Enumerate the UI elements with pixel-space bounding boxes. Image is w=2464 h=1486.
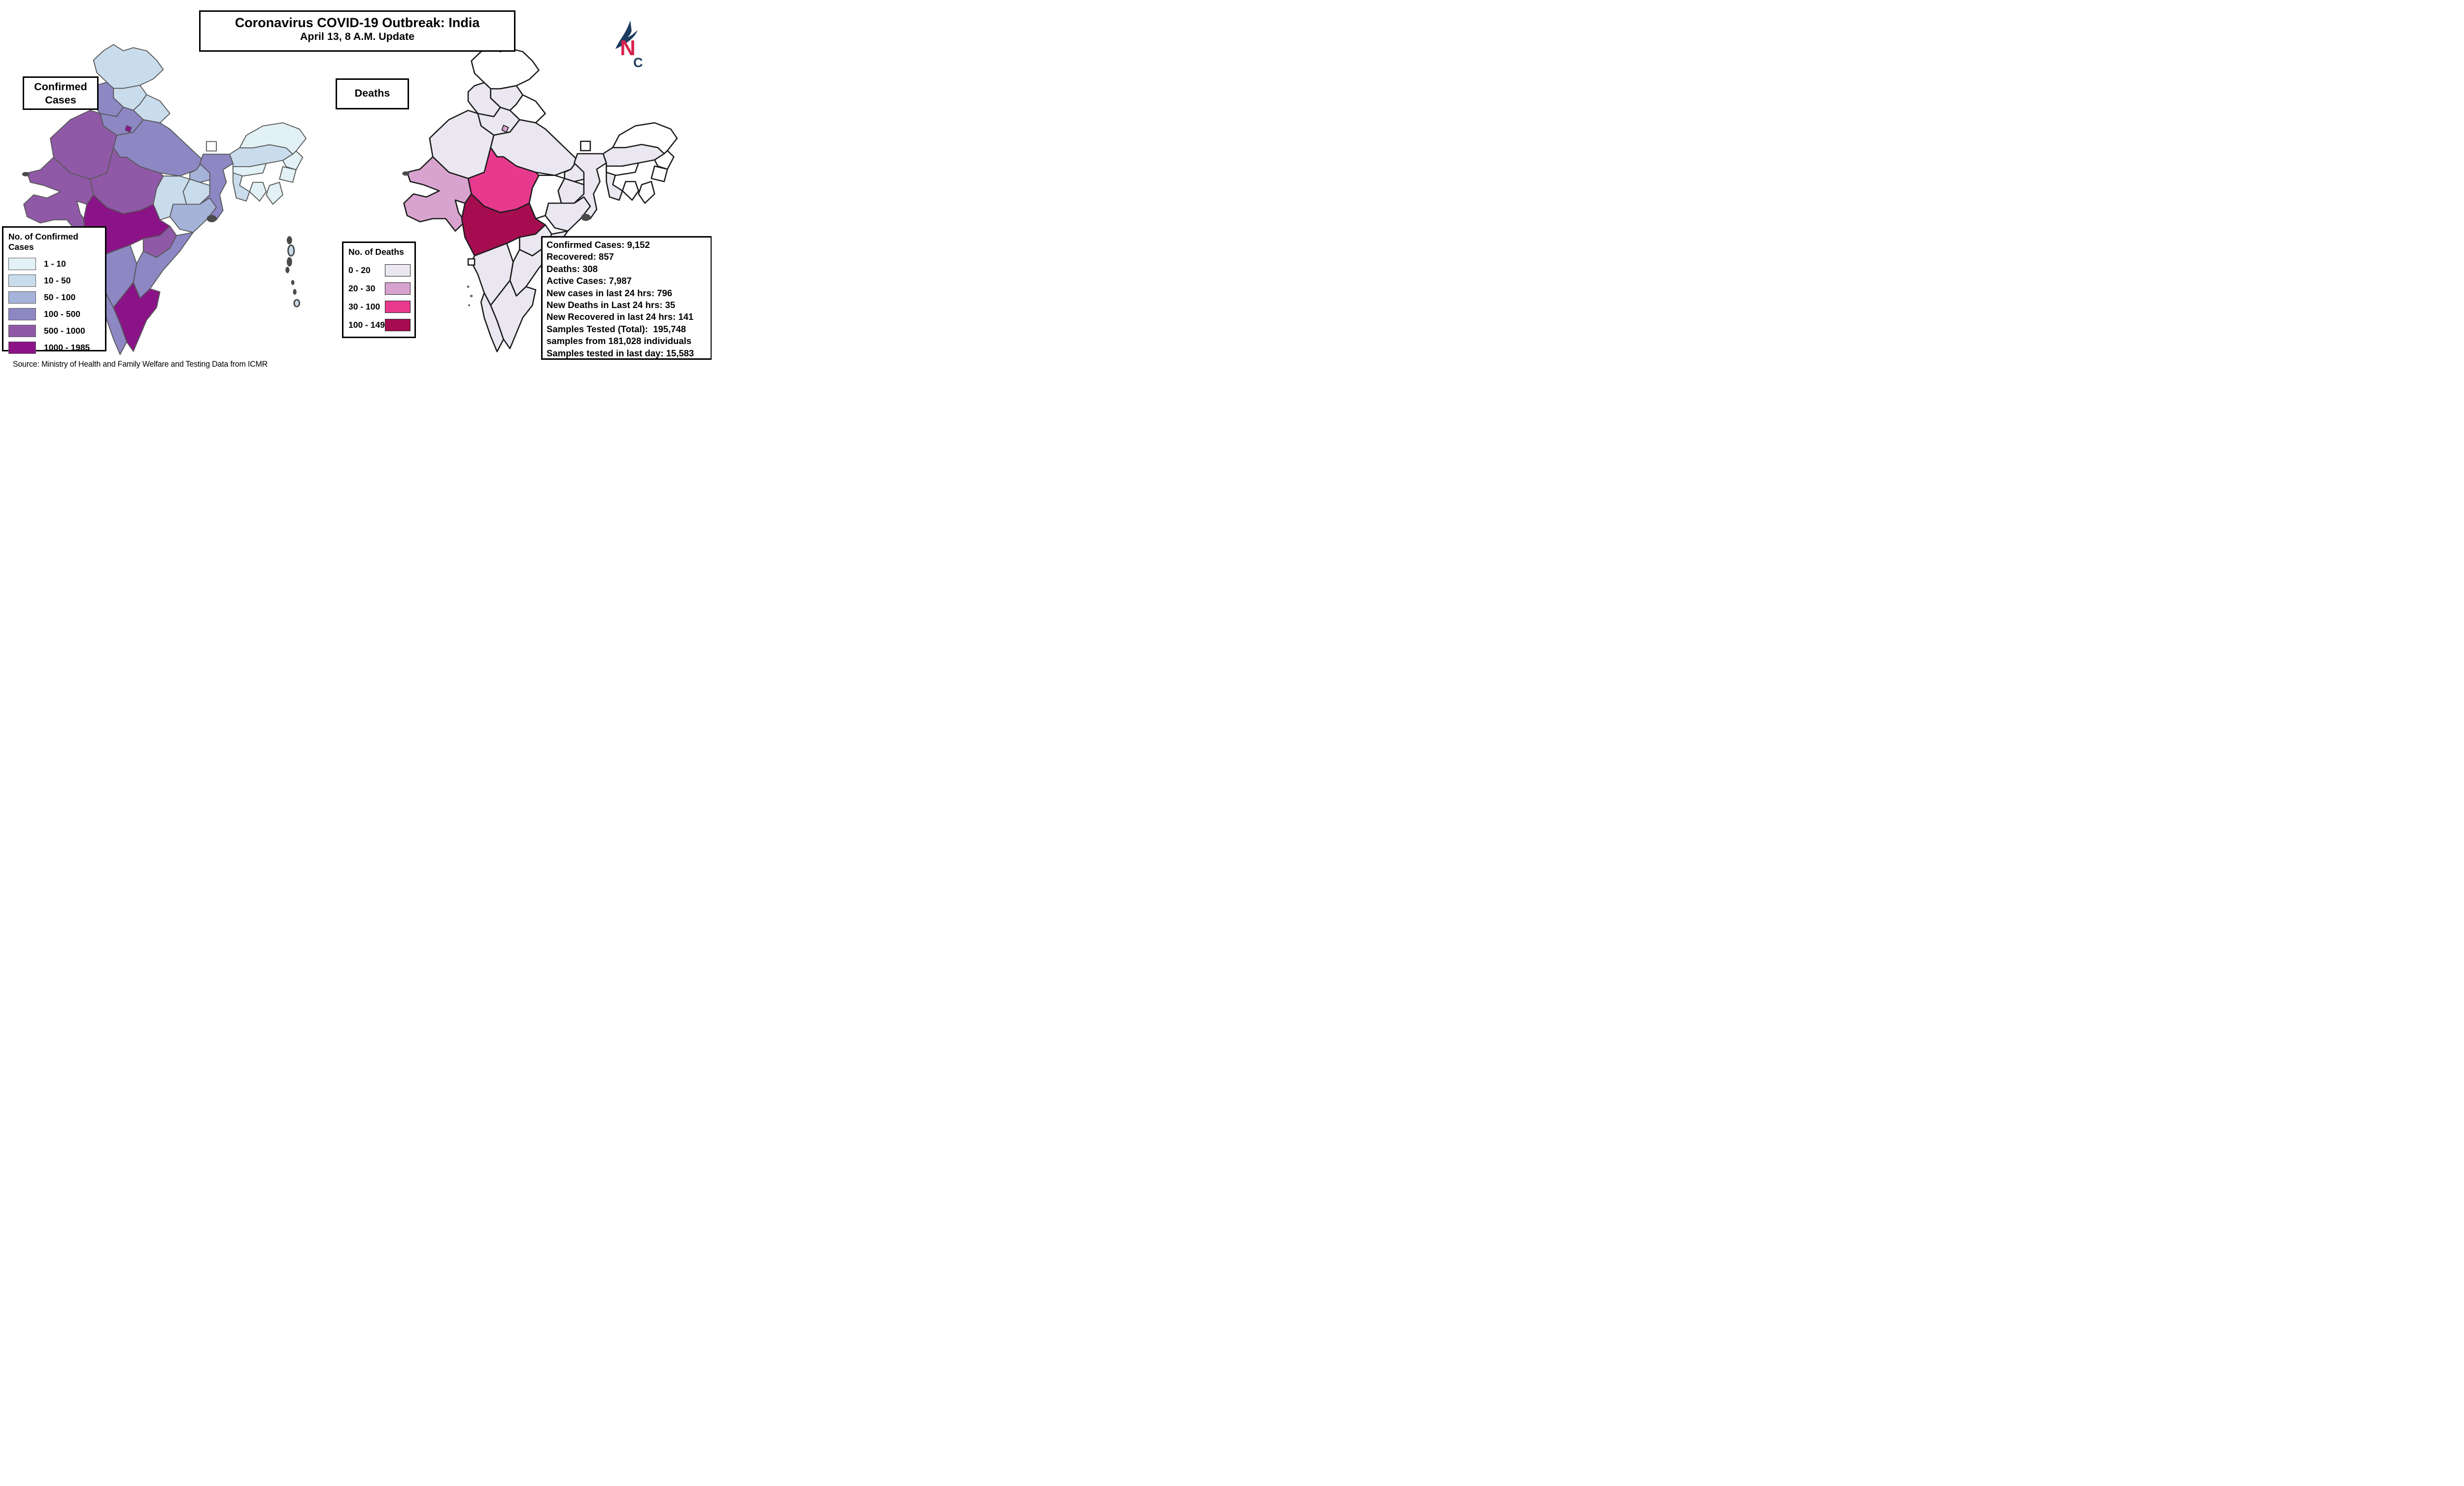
deaths-legend-title: No. of Deaths — [348, 247, 404, 257]
state-sikkim — [205, 141, 217, 152]
page-title: Coronavirus COVID-19 Outbreak: India — [235, 15, 480, 30]
sundarbans-blob — [581, 213, 591, 221]
stat-line: Samples tested in last day: 15,583 — [547, 347, 694, 358]
legend-swatch — [8, 324, 36, 337]
legend-label: 50 - 100 — [44, 292, 76, 302]
stat-line: Recovered: 857 — [547, 251, 614, 262]
legend-swatch — [8, 291, 36, 304]
legend-item: 100 - 500 — [8, 306, 105, 322]
state-meghalaya — [232, 163, 267, 177]
deaths-map — [402, 45, 678, 352]
legend-swatch — [385, 282, 411, 295]
andaman-island — [286, 257, 292, 267]
stat-line: New Recovered in last 24 hrs: 141 — [547, 311, 694, 322]
legend-label: 30 - 100 — [348, 302, 380, 311]
legend-label: 100 - 500 — [44, 309, 80, 319]
state-tripura — [621, 181, 639, 201]
north-arrow-logo: N C — [613, 18, 652, 76]
page-subtitle: April 13, 8 A.M. Update — [300, 31, 415, 42]
legend-item: 50 - 100 — [8, 289, 105, 306]
deaths-legend: No. of Deaths 0 - 20 20 - 30 30 - 100 100 -… — [342, 242, 416, 338]
andaman-island — [285, 267, 290, 274]
nicobar-island — [291, 280, 295, 285]
stat-line: Deaths: 308 — [547, 263, 598, 274]
legend-swatch — [385, 319, 411, 331]
logo-letter-n: N — [620, 36, 636, 60]
summary-stats-box: Confirmed Cases: 9,152 Recovered: 857 Deat… — [541, 236, 712, 360]
state-arunachal — [612, 122, 678, 155]
confirmed-map-label-line1: Confirmed — [34, 81, 87, 93]
nicobar-island — [293, 289, 297, 295]
kutch-blob — [402, 171, 410, 176]
legend-item: 10 - 50 — [8, 272, 105, 289]
state-jk — [93, 44, 164, 89]
legend-swatch — [8, 257, 36, 270]
andaman-island — [287, 244, 295, 257]
legend-label: 0 - 20 — [348, 265, 371, 275]
legend-label: 500 - 1000 — [44, 325, 85, 336]
lakshadweep-island — [468, 304, 471, 307]
lakshadweep-island — [470, 294, 473, 298]
sundarbans-blob — [206, 215, 217, 222]
state-tamilnadu — [113, 282, 161, 352]
state-arunachal — [239, 122, 307, 155]
stat-line: New cases in last 24 hrs: 796 — [547, 287, 673, 298]
state-mizoram — [638, 181, 655, 204]
legend-item: 1 - 10 — [8, 255, 105, 272]
kutch-blob — [22, 172, 30, 176]
legend-label: 1000 - 1985 — [44, 342, 90, 352]
state-goa — [467, 258, 476, 266]
legend-item: 30 - 100 — [348, 298, 411, 316]
lakshadweep-island — [467, 285, 470, 288]
state-odisha — [169, 197, 217, 233]
state-odisha — [545, 196, 591, 232]
legend-swatch — [385, 264, 411, 276]
title-box: Coronavirus COVID-19 Outbreak: India Apr… — [199, 10, 515, 52]
state-manipur — [650, 165, 668, 182]
state-tamilnadu — [490, 279, 537, 349]
confirmed-cases-map — [22, 44, 307, 355]
stat-line: Samples Tested (Total): 195,748 samples … — [547, 323, 692, 346]
legend-swatch — [8, 308, 36, 320]
state-tripura — [249, 181, 267, 202]
confirmed-legend-title: No. of Confirmed Cases — [8, 232, 78, 252]
stat-line: Active Cases: 7,987 — [547, 276, 632, 286]
legend-swatch — [8, 341, 36, 354]
legend-item: 20 - 30 — [348, 279, 411, 298]
legend-label: 20 - 30 — [348, 283, 376, 293]
legend-label: 10 - 50 — [44, 275, 71, 285]
legend-item: 1000 - 1985 — [8, 339, 105, 356]
legend-label: 1 - 10 — [44, 258, 66, 269]
nicobar-island — [293, 299, 301, 308]
state-mizoram — [266, 181, 283, 205]
state-meghalaya — [606, 162, 639, 176]
deaths-map-label: Deaths — [336, 78, 409, 109]
stat-line: New Deaths in Last 24 hrs: 35 — [547, 300, 676, 311]
andaman-island — [286, 236, 292, 244]
confirmed-cases-legend: No. of Confirmed Cases 1 - 10 10 - 50 50 -… — [2, 226, 106, 354]
logo-letter-c: C — [633, 55, 643, 70]
state-jk — [471, 45, 540, 90]
confirmed-map-label: Confirmed Cases — [23, 76, 99, 110]
infographic-canvas: Coronavirus COVID-19 Outbreak: India Apr… — [0, 0, 712, 372]
north-arrow-icon — [615, 20, 638, 49]
legend-item: 0 - 20 — [348, 261, 411, 279]
confirmed-map-label-line2: Cases — [45, 94, 76, 106]
legend-swatch — [8, 274, 36, 287]
stat-line: Confirmed Cases: 9,152 — [547, 240, 650, 250]
state-sikkim — [580, 140, 591, 151]
state-manipur — [279, 166, 297, 183]
source-attribution: Source: Ministry of Health and Family We… — [13, 359, 268, 369]
deaths-map-label-text: Deaths — [354, 87, 390, 99]
legend-label: 100 - 149 — [348, 320, 385, 330]
legend-swatch — [385, 301, 411, 313]
legend-item: 500 - 1000 — [8, 322, 105, 339]
legend-item: 100 - 149 — [348, 316, 411, 334]
